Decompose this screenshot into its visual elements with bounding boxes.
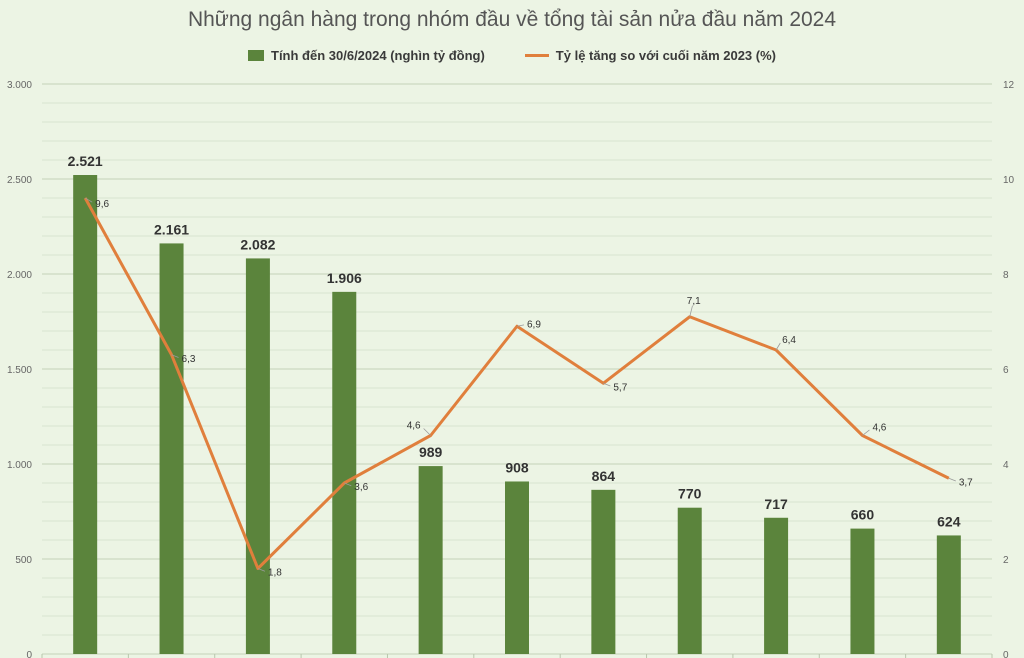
bar <box>332 291 357 654</box>
point-label-leader <box>948 477 956 482</box>
y-left-tick-label: 2.500 <box>7 175 32 186</box>
line-data-label: 4,6 <box>872 423 886 434</box>
bar-data-label: 717 <box>764 496 788 512</box>
y-right-tick-label: 2 <box>1003 555 1009 566</box>
bar-data-label: 2.521 <box>68 153 103 169</box>
line-data-label: 3,7 <box>959 477 973 488</box>
legend-swatch-bar <box>248 50 264 61</box>
point-label-leader <box>862 429 870 436</box>
bar <box>936 535 961 654</box>
y-left-tick-label: 2.000 <box>7 270 32 281</box>
bar-data-label: 2.082 <box>240 236 275 252</box>
bar <box>764 517 789 654</box>
legend-item-line: Tỷ lệ tăng so với cuối năm 2023 (%) <box>524 48 776 63</box>
point-label-leader <box>516 324 525 327</box>
point-label-leader <box>84 197 93 203</box>
bar-data-label: 864 <box>592 468 616 484</box>
bar-data-label: 660 <box>851 507 875 523</box>
chart-legend: Tính đến 30/6/2024 (nghìn tỷ đồng) Tỷ lệ… <box>0 48 1024 63</box>
line-data-label: 6,9 <box>527 319 541 330</box>
y-right-tick-label: 6 <box>1003 365 1009 376</box>
line-data-label: 5,7 <box>613 382 627 393</box>
legend-label-bar: Tính đến 30/6/2024 (nghìn tỷ đồng) <box>271 48 485 63</box>
bar <box>677 507 702 654</box>
bar <box>591 489 616 654</box>
line-data-label: 3,6 <box>354 482 368 493</box>
line-data-label: 6,4 <box>782 335 796 346</box>
bar <box>850 528 875 654</box>
bar <box>418 466 443 654</box>
bar-data-label: 624 <box>937 513 961 529</box>
bar <box>73 175 98 654</box>
y-right-tick-label: 0 <box>1003 650 1009 658</box>
point-label-leader <box>423 428 431 436</box>
point-label-leader <box>689 305 693 317</box>
bar <box>505 481 529 654</box>
bar-data-label: 908 <box>505 459 529 475</box>
legend-label-line: Tỷ lệ tăng so với cuối năm 2023 (%) <box>555 48 776 63</box>
y-left-tick-label: 500 <box>15 555 32 566</box>
point-label-leader <box>775 342 781 351</box>
point-label-leader <box>257 568 266 572</box>
y-right-tick-label: 12 <box>1003 80 1015 91</box>
point-label-leader <box>171 354 179 358</box>
bar-data-label: 1.906 <box>327 270 362 286</box>
line-data-label: 6,3 <box>182 354 196 365</box>
point-label-leader <box>603 382 611 387</box>
y-left-tick-label: 0 <box>26 650 32 658</box>
bar-data-label: 770 <box>678 486 702 502</box>
bar-data-label: 989 <box>419 444 443 460</box>
line-data-label: 9,6 <box>95 199 109 210</box>
bar-data-label: 2.161 <box>154 221 189 237</box>
y-left-tick-label: 3.000 <box>7 80 32 91</box>
bar <box>159 243 184 654</box>
line-data-label: 4,6 <box>407 421 421 432</box>
y-left-tick-label: 1.500 <box>7 365 32 376</box>
line-data-label: 7,1 <box>687 296 701 307</box>
y-right-tick-label: 10 <box>1003 175 1015 186</box>
bar <box>245 258 270 654</box>
legend-swatch-line <box>524 54 549 57</box>
y-left-tick-label: 1.000 <box>7 460 32 471</box>
legend-item-bar: Tính đến 30/6/2024 (nghìn tỷ đồng) <box>248 48 485 63</box>
y-right-tick-label: 4 <box>1003 460 1009 471</box>
line-data-label: 1,8 <box>268 568 282 579</box>
point-label-leader <box>344 482 352 487</box>
chart-title: Những ngân hàng trong nhóm đầu về tổng t… <box>187 8 837 31</box>
y-right-tick-label: 8 <box>1003 270 1009 281</box>
